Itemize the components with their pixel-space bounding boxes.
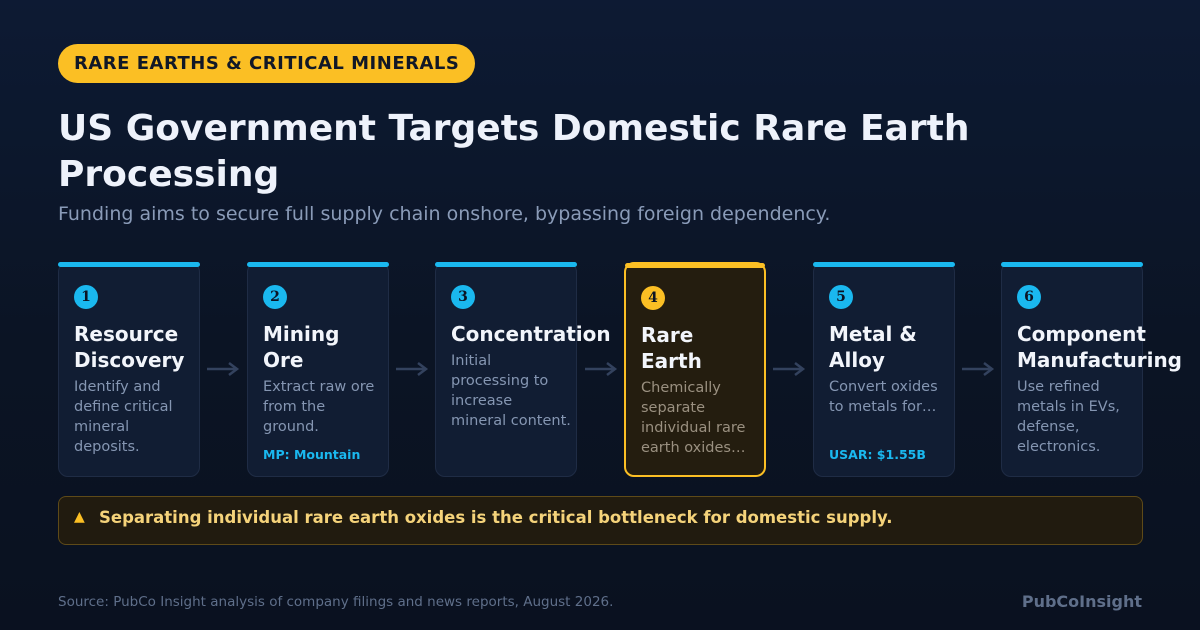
- arrow-right-icon: [207, 362, 240, 376]
- step-card-1: 1 Resource Discovery Identify and define…: [58, 262, 200, 477]
- card-accent-bar: [247, 262, 389, 267]
- bottleneck-callout: ▲ Separating individual rare earth oxide…: [58, 496, 1143, 545]
- card-accent-bar: [435, 262, 577, 267]
- page-title: US Government Targets Domestic Rare Eart…: [58, 108, 970, 195]
- card-accent-bar: [813, 262, 955, 267]
- step-name: Mining Ore: [263, 322, 340, 372]
- step-name: Concentration: [451, 322, 611, 346]
- step-description: Initial processing to increase mineral c…: [451, 353, 571, 429]
- step-name: Rare Earth: [641, 323, 702, 373]
- step-number: 3: [451, 285, 475, 309]
- step-number: 4: [641, 286, 665, 310]
- step-description: Convert oxides to metals for…: [829, 379, 938, 415]
- step-number: 6: [1017, 285, 1041, 309]
- category-badge: RARE EARTHS & CRITICAL MINERALS: [58, 44, 476, 83]
- arrow-right-icon: [773, 362, 806, 376]
- step-number: 2: [263, 285, 287, 309]
- card-accent-bar: [58, 262, 200, 267]
- card-accent-bar: [625, 263, 765, 268]
- arrow-right-icon: [962, 362, 995, 376]
- step-card-2: 2 Mining Ore Extract raw ore from the gr…: [247, 262, 389, 477]
- step-card-6: 6 Component Manufacturing Use refined me…: [1001, 262, 1182, 477]
- step-name: Resource Discovery: [74, 322, 185, 372]
- step-name: Metal & Alloy: [829, 322, 917, 372]
- step-note: USAR: $1.55B: [829, 447, 926, 462]
- step-note: MP: Mountain: [263, 447, 361, 462]
- step-card-3: 3 Concentration Initial processing to in…: [435, 262, 611, 477]
- step-description: Use refined metals in EVs, defense, elec…: [1017, 379, 1120, 455]
- step-card-4: 4 Rare Earth Chemically separate individ…: [624, 262, 766, 477]
- step-number: 1: [74, 285, 98, 309]
- step-description: Extract raw ore from the ground.: [263, 379, 375, 435]
- warning-icon: ▲: [74, 509, 85, 525]
- step-card-5: 5 Metal & Alloy Convert oxides to metals…: [813, 262, 955, 477]
- arrow-right-icon: [585, 362, 618, 376]
- step-description: Chemically separate individual rare eart…: [641, 380, 746, 456]
- page-subtitle: Funding aims to secure full supply chain…: [58, 203, 831, 225]
- brand-logo: PubCoInsight: [1021, 592, 1142, 611]
- step-name: Component Manufacturing: [1017, 322, 1182, 372]
- source-note: Source: PubCo Insight analysis of compan…: [58, 594, 614, 610]
- callout-text: Separating individual rare earth oxides …: [99, 508, 893, 527]
- card-accent-bar: [1001, 262, 1143, 267]
- arrow-right-icon: [396, 362, 429, 376]
- step-number: 5: [829, 285, 853, 309]
- step-description: Identify and define critical mineral dep…: [74, 379, 173, 455]
